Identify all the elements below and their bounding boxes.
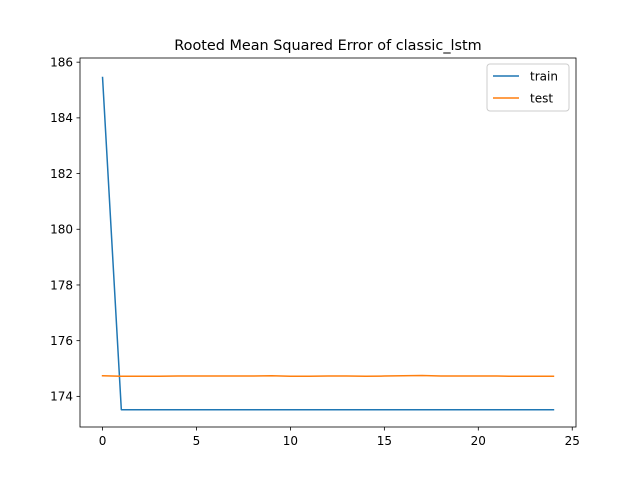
x-tick-label: 15 [377,434,392,448]
y-tick-label: 178 [50,278,73,292]
y-tick-label: 180 [50,223,73,237]
y-tick-label: 174 [50,390,73,404]
x-tick-label: 0 [99,434,107,448]
series-line-train [101,76,555,411]
legend-label-train: train [530,70,558,84]
x-tick-label: 10 [283,434,298,448]
plot-frame [79,57,577,428]
series-layer [101,76,555,411]
legend-label-test: test [530,92,553,106]
series-line-test [101,374,555,378]
y-tick-label: 186 [50,55,73,69]
x-tick-label: 25 [565,434,580,448]
y-tick-label: 176 [50,334,73,348]
x-tick-label: 20 [471,434,486,448]
legend: train test [486,63,570,112]
y-tick-label: 184 [50,111,73,125]
chart-title: Rooted Mean Squared Error of classic_lst… [174,38,481,54]
y-tick-label: 182 [50,167,73,181]
x-tick-label: 5 [193,434,201,448]
axes-layer: 0 5 10 15 20 25 174 176 178 180 182 184 186 [50,55,580,448]
